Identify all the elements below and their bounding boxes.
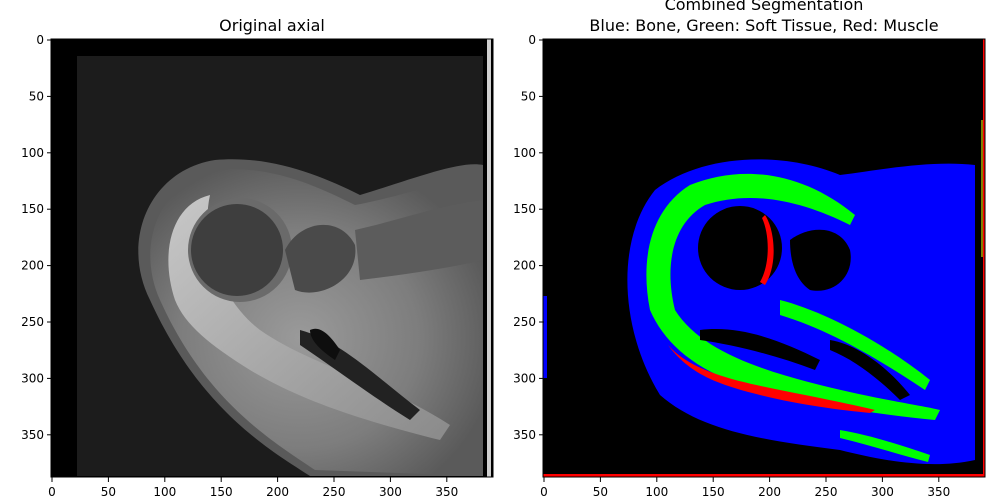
x-tick-label: 250 [815, 485, 838, 499]
x-tick-label: 350 [435, 485, 458, 499]
x-axis: 0 50 100 150 200 250 300 350 [540, 477, 985, 499]
panel-segmentation: Combined Segmentation Blue: Bone, Green:… [513, 0, 985, 499]
panel-subtitle: Blue: Bone, Green: Soft Tissue, Red: Mus… [589, 16, 938, 35]
y-tick-label: 50 [29, 89, 44, 103]
segmentation-image [543, 39, 985, 477]
x-tick-label: 350 [927, 485, 950, 499]
panel-title: Original axial [219, 16, 325, 35]
mri-image [51, 39, 493, 477]
x-tick-label: 150 [210, 485, 233, 499]
x-tick-label: 100 [153, 485, 176, 499]
y-tick-label: 250 [21, 315, 44, 329]
x-tick-label: 0 [540, 485, 548, 499]
x-axis: 0 50 100 150 200 250 300 350 [48, 477, 493, 499]
y-tick-label: 300 [513, 371, 536, 385]
x-tick-label: 50 [101, 485, 116, 499]
x-tick-label: 0 [48, 485, 56, 499]
y-tick-label: 200 [21, 259, 44, 273]
y-tick-label: 150 [21, 202, 44, 216]
y-tick-label: 350 [513, 428, 536, 442]
y-tick-label: 100 [513, 146, 536, 160]
panel-original: Original axial 0 50 100 150 200 250 300 350 [21, 16, 493, 499]
y-tick-label: 350 [21, 428, 44, 442]
x-tick-label: 150 [702, 485, 725, 499]
y-axis: 0 50 100 150 200 250 300 350 [513, 33, 544, 477]
x-tick-label: 200 [758, 485, 781, 499]
x-tick-label: 100 [645, 485, 668, 499]
y-tick-label: 50 [521, 89, 536, 103]
y-tick-label: 0 [528, 33, 536, 47]
y-tick-label: 0 [36, 33, 44, 47]
y-axis: 0 50 100 150 200 250 300 350 [21, 33, 52, 477]
y-tick-label: 250 [513, 315, 536, 329]
x-tick-label: 300 [379, 485, 402, 499]
x-tick-label: 300 [871, 485, 894, 499]
x-tick-label: 250 [323, 485, 346, 499]
y-tick-label: 300 [21, 371, 44, 385]
x-tick-label: 200 [266, 485, 289, 499]
y-tick-label: 150 [513, 202, 536, 216]
panel-title: Combined Segmentation [665, 0, 864, 14]
y-tick-label: 200 [513, 259, 536, 273]
y-tick-label: 100 [21, 146, 44, 160]
x-tick-label: 50 [593, 485, 608, 499]
